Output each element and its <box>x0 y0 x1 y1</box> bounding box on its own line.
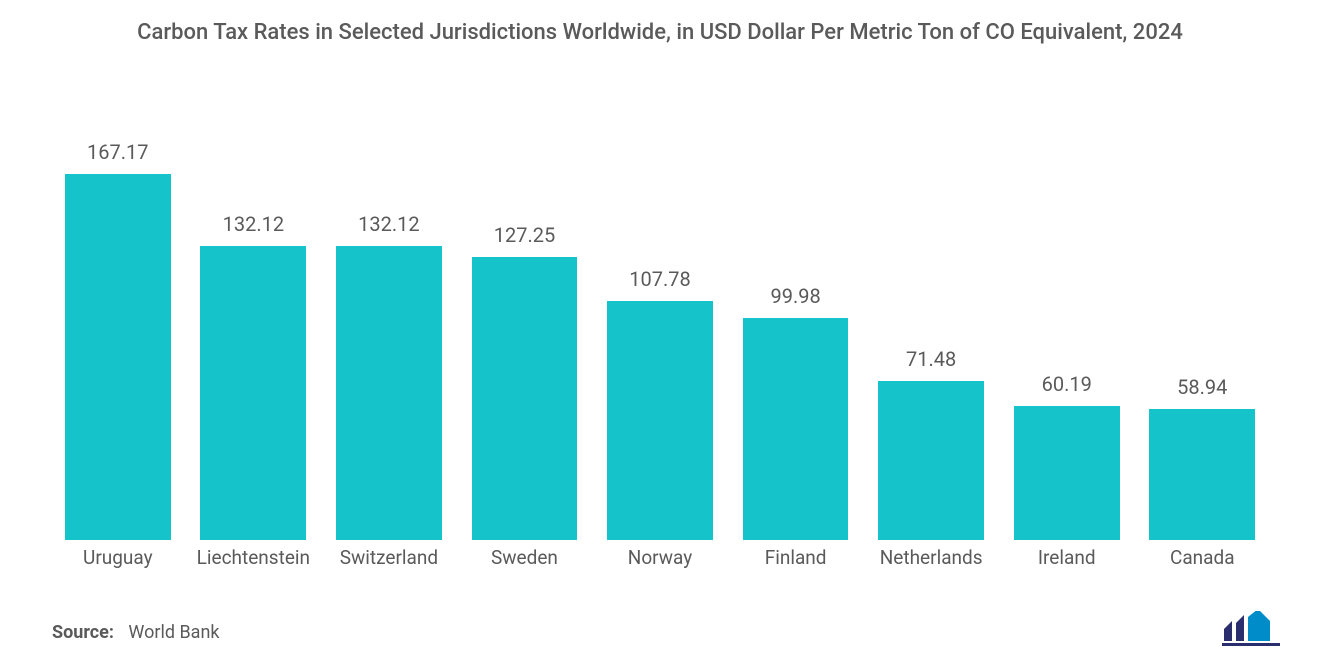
bar <box>336 246 442 540</box>
bar-column: 127.25 <box>457 140 593 540</box>
x-axis-labels: UruguayLiechtensteinSwitzerlandSwedenNor… <box>50 546 1270 570</box>
bar-column: 132.12 <box>186 140 322 540</box>
bar-value-label: 132.12 <box>358 212 419 236</box>
x-axis-label: Uruguay <box>50 546 186 570</box>
logo-bar-3 <box>1248 611 1270 641</box>
bar <box>200 246 306 540</box>
bar <box>472 257 578 540</box>
bar-value-label: 99.98 <box>770 284 820 308</box>
x-axis-label: Sweden <box>457 546 593 570</box>
logo-bar-2 <box>1236 615 1244 641</box>
source-text: World Bank <box>128 622 219 643</box>
logo-bar-1 <box>1224 621 1232 641</box>
bar-column: 132.12 <box>321 140 457 540</box>
x-axis-label: Ireland <box>999 546 1135 570</box>
bar <box>607 301 713 541</box>
bar <box>1149 409 1255 540</box>
x-axis-label: Canada <box>1135 546 1271 570</box>
bar <box>743 318 849 540</box>
bar-value-label: 127.25 <box>494 223 555 247</box>
bar <box>1014 406 1120 540</box>
bar <box>878 381 984 540</box>
bar-column: 58.94 <box>1135 140 1271 540</box>
bar-column: 60.19 <box>999 140 1135 540</box>
bar-column: 71.48 <box>863 140 999 540</box>
bar-value-label: 107.78 <box>629 267 690 291</box>
bar-column: 99.98 <box>728 140 864 540</box>
source-attribution: Source: World Bank <box>52 622 220 643</box>
bar <box>65 174 171 540</box>
bar-value-label: 60.19 <box>1042 372 1092 396</box>
bar-column: 167.17 <box>50 140 186 540</box>
x-axis-label: Norway <box>592 546 728 570</box>
chart-title: Carbon Tax Rates in Selected Jurisdictio… <box>0 0 1320 48</box>
x-axis-label: Netherlands <box>863 546 999 570</box>
x-axis-label: Switzerland <box>321 546 457 570</box>
logo-underline <box>1222 643 1280 646</box>
x-axis-label: Liechtenstein <box>186 546 322 570</box>
bar-value-label: 167.17 <box>87 140 148 164</box>
bar-column: 107.78 <box>592 140 728 540</box>
bar-value-label: 132.12 <box>223 212 284 236</box>
x-axis-label: Finland <box>728 546 864 570</box>
bar-value-label: 58.94 <box>1177 375 1227 399</box>
mordor-logo-icon <box>1222 611 1280 647</box>
bar-chart: 167.17 132.12 132.12 127.25 107.78 99.98 71.48… <box>50 140 1270 540</box>
bars-row: 167.17 132.12 132.12 127.25 107.78 99.98 71.48… <box>50 140 1270 540</box>
source-label: Source: <box>52 622 114 643</box>
bar-value-label: 71.48 <box>906 347 956 371</box>
